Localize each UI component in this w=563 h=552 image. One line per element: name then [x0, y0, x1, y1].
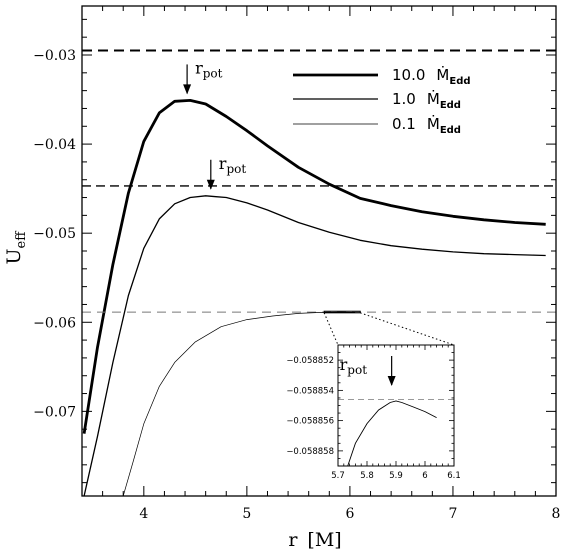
- legend-unit-sub-1: Edd: [440, 100, 461, 111]
- inset-y-tick-label: −0.058852: [286, 356, 334, 366]
- x-tick-label: 7: [448, 506, 457, 522]
- inset-y-tick-label: −0.058858: [286, 447, 334, 457]
- inset-frame-bg: [337, 344, 455, 467]
- x-axis-unit: [M]: [307, 529, 341, 551]
- legend-label-0: 10.0 ṀEdd: [392, 65, 471, 87]
- y-tick-label: −0.05: [33, 226, 76, 242]
- inset-rpot-arrow-head: [387, 376, 396, 386]
- legend-unit-2: Ṁ: [427, 114, 440, 133]
- x-tick-label: 8: [552, 506, 561, 522]
- series-group: [82, 49, 556, 496]
- inset-x-tick-label: 5.8: [360, 471, 374, 481]
- inset-zoom-plot: 5.7 5.8 5.9 6 6.1 −0.058852 −0.058854 −0.058856…: [286, 312, 461, 481]
- legend-label-1: 1.0 ṀEdd: [392, 89, 461, 111]
- x-tick-label: 6: [345, 506, 354, 522]
- x-axis-label: r [M]: [288, 529, 341, 551]
- x-tick-label: 5: [242, 506, 251, 522]
- rpot-arrow-1-head: [206, 179, 215, 190]
- y-axis-label-sub: eff: [14, 230, 29, 249]
- rpot-label-sub-1: pot: [226, 162, 246, 176]
- y-axis-label: Ueff: [3, 230, 29, 265]
- rpot-label-0: rpot: [195, 58, 223, 80]
- series-line-0: [82, 99, 546, 434]
- rpot-label-1: rpot: [219, 154, 247, 176]
- inset-x-tick-label: 6: [422, 471, 427, 481]
- series-line-2: [122, 311, 356, 496]
- inset-x-tick-label: 6.1: [447, 471, 461, 481]
- legend-label-2: 0.1 ṀEdd: [392, 114, 461, 136]
- zoom-connector-left: [323, 312, 339, 346]
- inset-y-tick-label: −0.058856: [286, 417, 334, 427]
- rpot-arrow-0-head: [183, 84, 192, 95]
- series-line-1: [83, 195, 546, 496]
- x-tick-label: 4: [139, 506, 148, 522]
- legend-unit-0: Ṁ: [436, 65, 449, 84]
- main-plot-area: 4 5 6 7 8 −0.03 −0.04 −0.05 −0.06 −0.07 r [M] Ueff rp…: [3, 5, 561, 551]
- zoom-box: [323, 310, 361, 314]
- inset-y-tick-label: −0.058854: [286, 386, 334, 396]
- inset-x-tick-label: 5.9: [389, 471, 403, 481]
- y-tick-label: −0.06: [33, 315, 76, 331]
- y-tick-label: −0.04: [33, 137, 76, 153]
- inset-series-line: [347, 400, 437, 466]
- inset-data-group: [338, 398, 454, 466]
- y-axis-label-main: U: [3, 248, 25, 264]
- rpot-label-sub-0: pot: [203, 66, 223, 80]
- legend-unit-sub-0: Edd: [449, 76, 470, 87]
- y-tick-label: −0.03: [33, 48, 76, 64]
- legend-unit-sub-2: Edd: [440, 125, 461, 136]
- legend-unit-1: Ṁ: [427, 89, 440, 108]
- inset-x-tick-label: 5.7: [331, 471, 345, 481]
- inset-rpot-label-sub: pot: [347, 363, 367, 377]
- zoom-connector-right: [360, 312, 455, 346]
- y-tick-label: −0.07: [33, 404, 76, 420]
